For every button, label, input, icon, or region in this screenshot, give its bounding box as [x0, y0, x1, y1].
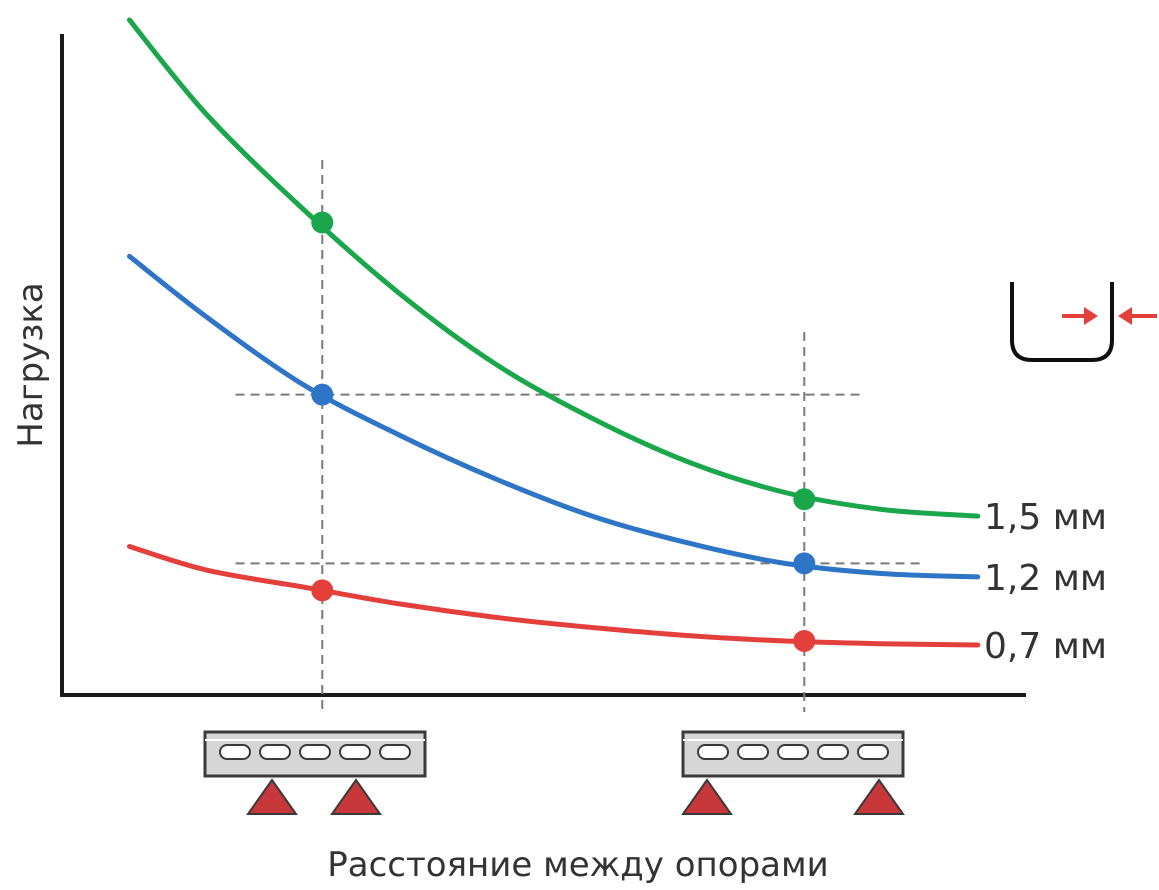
series-point-12-1	[311, 383, 334, 406]
support-short-span-icon	[203, 730, 427, 815]
thickness-arrow-right-icon	[1118, 307, 1157, 325]
u-profile-thickness-icon	[1010, 282, 1157, 362]
series-line-07	[127, 544, 981, 648]
series-label-07: 0,7 мм	[984, 626, 1107, 667]
series-layer	[127, 17, 981, 652]
series-point-07-2	[793, 630, 816, 652]
series-label-layer: 1,5 мм 1,2 мм 0,7 мм	[984, 497, 1107, 667]
thickness-arrow-left-icon	[1062, 307, 1098, 325]
series-point-07-1	[311, 579, 334, 602]
series-point-15-1	[311, 211, 334, 234]
series-label-15: 1,5 мм	[984, 497, 1107, 538]
series-label-12: 1,2 мм	[984, 558, 1107, 599]
series-point-15-2	[793, 488, 816, 511]
x-axis-title: Расстояние между опорами	[327, 845, 828, 885]
series-line-15	[127, 17, 981, 519]
series-line-12	[127, 253, 981, 580]
axes	[60, 34, 1026, 697]
support-long-span-icon	[681, 730, 905, 815]
series-point-12-2	[793, 552, 816, 575]
y-axis-title: Нагрузка	[11, 282, 51, 447]
